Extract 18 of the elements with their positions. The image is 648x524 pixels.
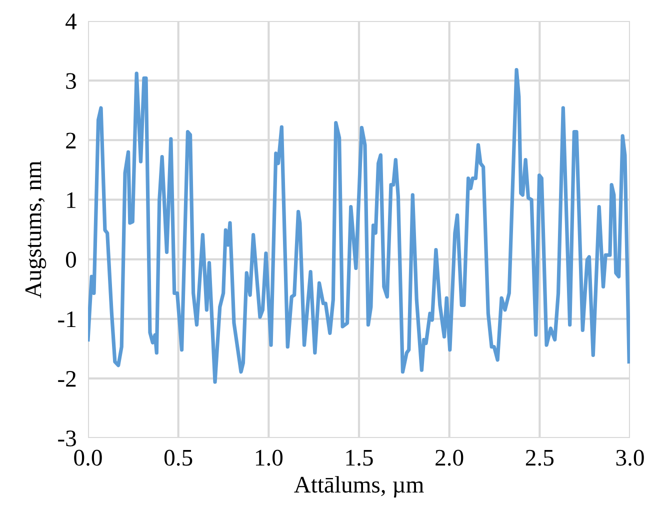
y-tick-label: -2 — [58, 370, 76, 387]
x-tick-label: 0.0 — [74, 450, 102, 466]
x-tick-label: 1.0 — [256, 450, 283, 466]
x-tick-label: 3.0 — [616, 450, 644, 466]
x-tick-label: 2.0 — [436, 450, 464, 466]
y-axis-title: Augstums, nm — [25, 160, 46, 298]
x-tick-label: 0.5 — [164, 450, 192, 466]
x-axis-title: Attālums, µm — [294, 476, 424, 498]
line-series — [88, 68, 630, 384]
y-tick-label: 0 — [66, 252, 76, 268]
y-tick-label: 1 — [67, 192, 76, 208]
y-tick-label: 2 — [66, 132, 76, 148]
x-tick-label: 2.5 — [526, 450, 554, 466]
y-tick-label: -1 — [58, 311, 76, 328]
x-tick-label: 1.5 — [346, 450, 373, 466]
y-tick-label: -3 — [58, 430, 76, 446]
y-tick-label: 4 — [66, 14, 77, 30]
y-tick-label: 3 — [66, 73, 76, 89]
